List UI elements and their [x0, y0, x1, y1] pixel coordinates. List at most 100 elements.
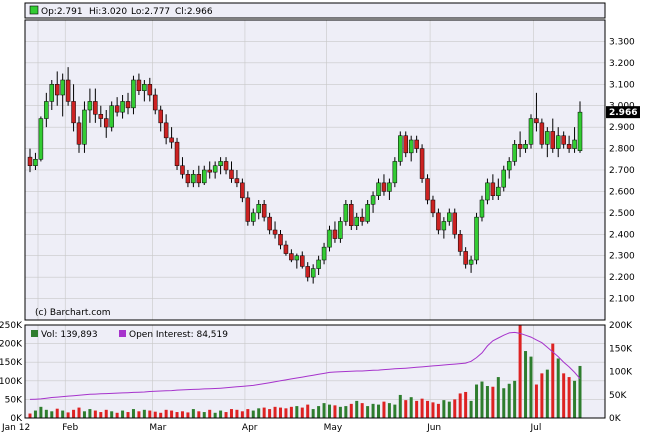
- candle-body: [120, 101, 125, 113]
- legend-low: Lo:2.777: [131, 7, 170, 17]
- candle-body: [479, 199, 485, 218]
- volume-bar: [77, 407, 81, 418]
- volume-bar: [72, 409, 76, 418]
- volume-bar: [393, 404, 397, 418]
- candle-body: [125, 101, 131, 109]
- candle-body: [272, 229, 278, 235]
- volume-bar: [55, 408, 59, 418]
- x-tick-label: Feb: [62, 423, 78, 433]
- volume-bar: [33, 410, 37, 418]
- volume-bar: [317, 406, 321, 418]
- candle: [289, 249, 294, 263]
- volume-bar: [229, 409, 233, 418]
- x-tick-label: May: [324, 423, 343, 433]
- candle-body: [572, 139, 577, 149]
- volume-bar: [344, 406, 348, 418]
- volume-bar: [349, 403, 353, 418]
- volume-bar: [153, 411, 157, 418]
- candle-body: [223, 161, 229, 171]
- candle-body: [82, 109, 87, 145]
- candle-body: [354, 216, 359, 226]
- volume-bar: [289, 406, 293, 418]
- candle-body: [528, 118, 534, 145]
- last-value-text: 2.966: [609, 108, 637, 118]
- candle-body: [425, 178, 430, 201]
- volume-bar: [436, 403, 440, 418]
- volume-bar: [311, 409, 315, 418]
- price-legend-swatch: [29, 5, 39, 15]
- candle-body: [359, 216, 365, 222]
- candle: [534, 92, 539, 132]
- price-y-tick-label: 2.700: [609, 166, 635, 176]
- volume-bar: [377, 404, 381, 418]
- volume-bar: [420, 398, 424, 418]
- volume-bar: [164, 409, 168, 418]
- price-y-tick-label: 3.200: [609, 59, 635, 69]
- candle: [142, 80, 147, 102]
- volume-bar: [170, 410, 174, 418]
- open-interest-line: [29, 331, 581, 400]
- candle: [158, 105, 163, 132]
- candle-body: [506, 161, 512, 171]
- volume-bar: [556, 358, 560, 418]
- candle-body: [76, 122, 82, 145]
- volume-bar: [524, 351, 528, 418]
- volume-left-ticks: 250K 200K 150K 100K 50K 0K: [0, 321, 23, 424]
- volume-legend-swatch: [31, 330, 38, 337]
- volume-bar: [148, 410, 152, 418]
- price-y-tick-label: 2.400: [609, 230, 635, 240]
- candle: [54, 71, 60, 106]
- volume-bar: [257, 408, 261, 418]
- candle: [403, 131, 408, 158]
- volume-bar: [121, 410, 125, 418]
- legend-open: Op:2.791: [41, 7, 83, 17]
- candle-body: [60, 79, 65, 96]
- volume-bar: [126, 412, 130, 418]
- x-tick-label: Jun: [426, 423, 441, 433]
- volume-bar: [110, 411, 114, 418]
- candle: [103, 110, 109, 138]
- candle: [109, 101, 114, 132]
- volume-bar: [61, 410, 65, 418]
- volume-bar: [208, 409, 212, 418]
- volume-bar: [197, 411, 201, 418]
- candle-body: [207, 169, 212, 173]
- candle: [316, 255, 321, 275]
- candle: [539, 118, 545, 149]
- candle-body: [387, 182, 392, 192]
- candle-body: [169, 137, 174, 143]
- candle-body: [496, 186, 501, 196]
- volume-bar: [235, 409, 239, 418]
- candle-body: [294, 255, 300, 261]
- candle-body: [408, 139, 414, 154]
- candle-body: [343, 204, 349, 222]
- candle-body: [44, 101, 49, 119]
- volume-bar: [398, 394, 402, 418]
- candle: [332, 221, 338, 243]
- volume-right-tick-label: 150K: [609, 344, 633, 354]
- volume-bar: [99, 412, 103, 418]
- candle: [202, 165, 207, 185]
- x-tick-label: Mar: [149, 423, 166, 433]
- candle: [245, 191, 251, 226]
- candle: [398, 131, 403, 166]
- candle: [327, 225, 332, 252]
- volume-bar: [246, 409, 250, 418]
- volume-bar: [142, 409, 146, 418]
- candle: [98, 105, 104, 128]
- volume-bar: [540, 373, 544, 418]
- candle: [185, 170, 191, 188]
- candle: [294, 253, 300, 269]
- candle: [496, 178, 501, 200]
- candle: [365, 200, 370, 224]
- candle-body: [419, 148, 425, 179]
- candle-body: [376, 182, 381, 196]
- last-value-label: 2.966: [606, 106, 640, 119]
- candle-body: [305, 266, 310, 278]
- candle-body: [365, 204, 370, 222]
- volume-bar: [338, 406, 342, 418]
- candle-body: [545, 131, 550, 145]
- volume-bar: [480, 381, 484, 418]
- candle-body: [251, 212, 256, 222]
- candle-body: [577, 111, 583, 151]
